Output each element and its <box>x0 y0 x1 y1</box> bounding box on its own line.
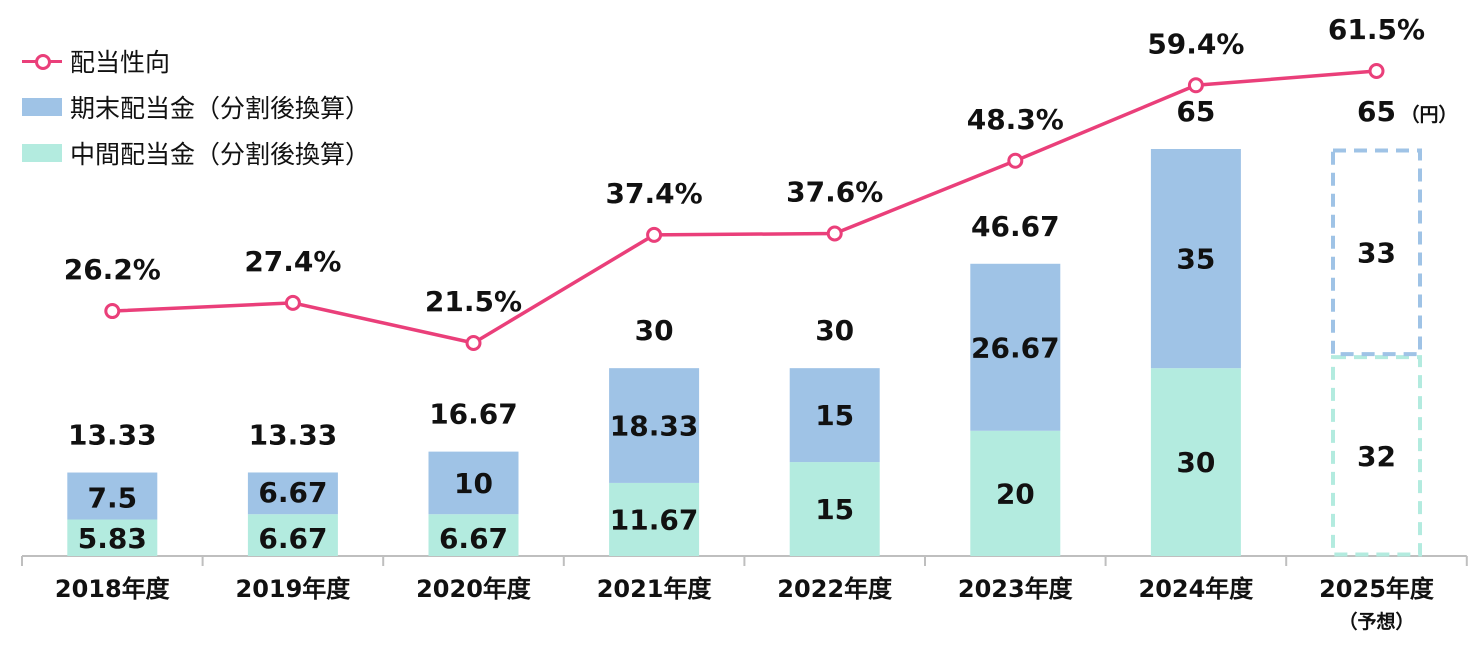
payout-ratio-label: 37.4% <box>606 177 703 210</box>
legend-label-interim-dividend: 中間配当金（分割後換算） <box>70 140 371 169</box>
x-tick-sublabel: （予想） <box>1338 610 1414 633</box>
x-tick-label: 2020年度 <box>416 575 532 603</box>
payout-ratio-label: 27.4% <box>244 245 341 278</box>
legend-item-interim-dividend: 中間配当金（分割後換算） <box>22 130 370 176</box>
payout-ratio-point <box>465 335 482 351</box>
total-label: 16.67 <box>429 398 518 431</box>
data-label-interim: 11.67 <box>610 503 699 536</box>
x-tick-label: 2021年度 <box>597 575 713 603</box>
payout-ratio-point <box>104 303 121 320</box>
bar-year-end <box>247 472 338 515</box>
total-label: 13.33 <box>249 418 338 451</box>
data-label-year-end: 15 <box>815 399 854 432</box>
bar-interim <box>609 482 700 556</box>
payout-ratio-point <box>1368 63 1385 79</box>
bar-interim <box>247 514 338 556</box>
total-label: 13.33 <box>68 419 157 452</box>
x-tick-label: 2023年度 <box>958 575 1074 603</box>
data-label-year-end: 26.67 <box>971 331 1060 364</box>
total-label: 65 <box>1176 95 1215 128</box>
bar-year-end <box>789 368 880 463</box>
interim-swatch-icon <box>22 144 62 162</box>
legend-label-payout-ratio: 配当性向 <box>70 48 171 77</box>
bar-year-end <box>1150 149 1241 369</box>
x-tick-label: 2019年度 <box>236 575 352 603</box>
x-tick-label: 2022年度 <box>777 575 893 603</box>
data-label-interim: 20 <box>996 477 1035 510</box>
payout-ratio-line <box>112 69 1377 345</box>
payout-ratio-label: 26.2% <box>64 253 161 286</box>
total-label: 65 <box>1357 95 1396 128</box>
data-label-interim: 30 <box>1176 446 1215 479</box>
chart-legend: 配当性向 期末配当金（分割後換算） 中間配当金（分割後換算） <box>22 38 370 176</box>
data-label-year-end: 35 <box>1176 243 1215 276</box>
payout-ratio-label: 48.3% <box>967 103 1064 136</box>
bar-year-end <box>970 263 1061 431</box>
legend-item-year-end-dividend: 期末配当金（分割後換算） <box>22 84 370 130</box>
data-label-interim: 32 <box>1357 440 1396 473</box>
bar-interim <box>789 462 880 556</box>
bar-interim <box>970 430 1061 556</box>
data-label-year-end: 10 <box>454 467 493 500</box>
data-label-interim: 6.67 <box>258 522 327 555</box>
data-label-interim: 6.67 <box>439 522 508 555</box>
data-label-interim: 15 <box>815 493 854 526</box>
legend-item-payout-ratio: 配当性向 <box>22 38 370 84</box>
line-marker-icon <box>22 49 62 73</box>
payout-ratio-point <box>1187 77 1204 94</box>
payout-ratio-label: 59.4% <box>1147 27 1244 60</box>
bar-interim <box>67 519 158 556</box>
bar-interim <box>428 514 519 556</box>
payout-ratio-label: 37.6% <box>786 176 883 209</box>
bar-interim <box>1150 368 1241 556</box>
year-end-swatch-icon <box>22 98 62 116</box>
x-tick-label: 2024年度 <box>1139 575 1255 603</box>
data-label-year-end: 18.33 <box>610 410 699 443</box>
data-label-year-end: 33 <box>1357 236 1396 269</box>
payout-ratio-label: 21.5% <box>425 285 522 318</box>
x-tick-label: 2018年度 <box>55 575 171 603</box>
total-label: 30 <box>635 314 674 347</box>
payout-ratio-label: 61.5% <box>1328 13 1425 46</box>
payout-ratio-point <box>1007 152 1024 169</box>
data-label-interim: 5.83 <box>78 522 147 555</box>
data-label-year-end: 6.67 <box>258 476 327 509</box>
data-label-year-end: 7.5 <box>87 481 137 514</box>
bar-year-end <box>67 472 158 520</box>
total-label: 30 <box>815 314 854 347</box>
bar-year-end <box>428 451 519 515</box>
bar-interim-forecast <box>1331 355 1422 557</box>
total-label: 46.67 <box>971 210 1060 243</box>
unit-label: （円） <box>1401 103 1458 126</box>
x-tick-label: 2025年度 <box>1319 575 1435 603</box>
bar-year-end-forecast <box>1331 148 1422 357</box>
bar-year-end <box>609 368 700 483</box>
payout-ratio-point <box>826 225 843 242</box>
payout-ratio-point <box>646 226 663 243</box>
payout-ratio-point <box>284 294 301 311</box>
legend-label-year-end-dividend: 期末配当金（分割後換算） <box>70 94 371 123</box>
